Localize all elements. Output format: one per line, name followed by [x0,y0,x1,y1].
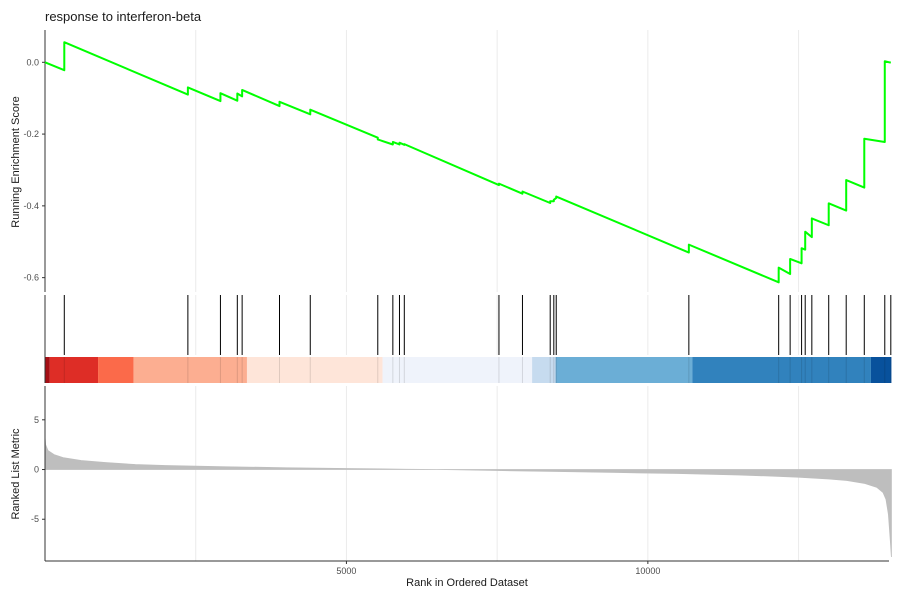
rank-color-band [45,357,892,383]
chart-title: response to interferon-beta [45,9,202,24]
rank-color-band-5 [382,357,533,383]
running-score-panel: 0.0 -0.2 -0.4 -0.6 [23,30,892,292]
rank-color-band-7 [555,357,693,383]
ranked-metric-y-ticks: 5 0 -5 [31,415,45,524]
ranked-metric-y-tick-label-0: 5 [34,415,39,425]
x-axis-label: Rank in Ordered Dataset [406,577,528,589]
ranked-metric-area [44,436,892,558]
gene-hits-gridlines [195,295,800,355]
running-score-y-tick-label-3: -0.6 [23,273,39,283]
gene-hit-marks [63,295,892,355]
running-score-y-ticks: 0.0 -0.2 -0.4 -0.6 [23,57,45,283]
rank-color-band-0 [45,357,50,383]
rank-color-band-9 [870,357,892,383]
ranked-metric-panel: 5 0 -5 5000 10000 [31,386,892,576]
ranked-metric-y-axis-label: Ranked List Metric [10,428,22,520]
rank-color-band-8 [692,357,871,383]
rank-color-band-2 [98,357,134,383]
ranked-metric-y-tick-label-2: -5 [31,514,39,524]
running-score-y-tick-label-1: -0.2 [23,129,39,139]
running-score-y-tick-label-2: -0.4 [23,201,39,211]
x-tick-label-0: 5000 [336,566,356,576]
ranked-metric-y-tick-label-1: 0 [34,465,39,475]
gene-hits-panel [44,295,892,383]
rank-color-band-3 [133,357,247,383]
x-tick-label-1: 10000 [635,566,660,576]
running-score-gridlines [195,30,800,292]
rank-x-ticks: 5000 10000 [336,561,660,576]
rank-color-band-6 [532,357,556,383]
running-enrichment-score-line [44,41,892,284]
running-score-y-axis-label: Running Enrichment Score [10,96,22,227]
rank-color-band-4 [246,357,383,383]
rank-color-band-1 [49,357,99,383]
running-score-y-tick-label-0: 0.0 [26,57,39,67]
